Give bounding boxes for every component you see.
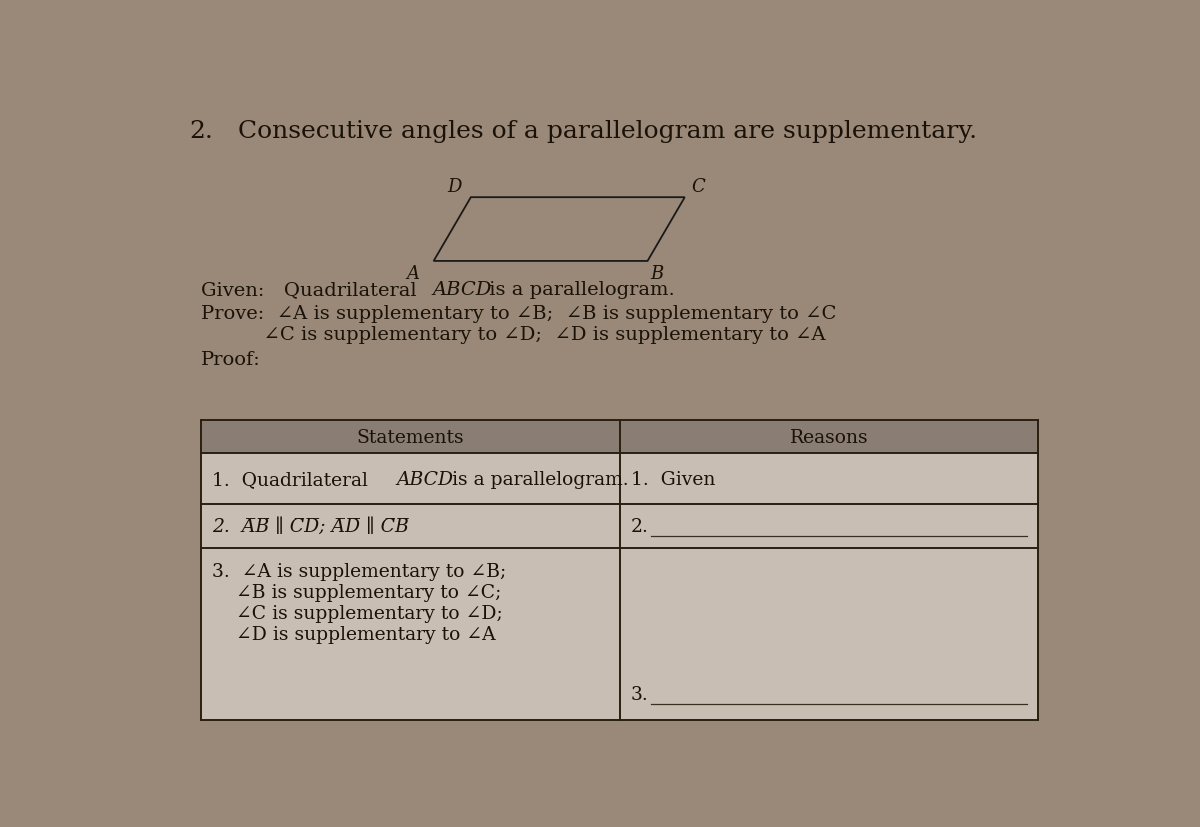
Text: Proof:: Proof:	[202, 350, 260, 368]
Text: A: A	[407, 265, 420, 283]
Text: ∠B is supplementary to ∠C;: ∠B is supplementary to ∠C;	[212, 583, 502, 601]
Text: Given: Quadrilateral: Given: Quadrilateral	[202, 280, 424, 299]
Text: ∠D is supplementary to ∠A: ∠D is supplementary to ∠A	[212, 625, 496, 643]
Text: 1.  Given: 1. Given	[631, 471, 715, 489]
Text: is a parallelogram.: is a parallelogram.	[445, 471, 629, 489]
Text: ∠C is supplementary to ∠D;  ∠D is supplementary to ∠A: ∠C is supplementary to ∠D; ∠D is supplem…	[202, 326, 826, 344]
Bar	[202, 421, 619, 454]
Text: Statements: Statements	[356, 428, 464, 447]
Text: Consecutive angles of a parallelogram are supplementary.: Consecutive angles of a parallelogram ar…	[239, 120, 978, 142]
Text: 2.  A̅B̅ ∥ C̅D̅; A̅D̅ ∥ C̅B̅: 2. A̅B̅ ∥ C̅D̅; A̅D̅ ∥ C̅B̅	[212, 518, 409, 536]
Text: 2.: 2.	[190, 120, 212, 142]
Text: D: D	[448, 178, 462, 196]
Bar	[202, 548, 1038, 720]
Bar	[619, 421, 1038, 454]
Text: 2.: 2.	[631, 518, 649, 536]
Text: ABCD: ABCD	[432, 280, 492, 299]
Text: is a parallelogram.: is a parallelogram.	[482, 280, 674, 299]
Text: B: B	[650, 265, 664, 283]
Text: 3.  ∠A is supplementary to ∠B;: 3. ∠A is supplementary to ∠B;	[212, 562, 506, 581]
Text: 3.: 3.	[631, 686, 648, 704]
Text: ∠C is supplementary to ∠D;: ∠C is supplementary to ∠D;	[212, 605, 503, 622]
Text: ABCD: ABCD	[396, 471, 454, 489]
Text: Reasons: Reasons	[790, 428, 869, 447]
Bar	[202, 504, 1038, 548]
Text: 1.  Quadrilateral: 1. Quadrilateral	[212, 471, 374, 489]
Text: C: C	[691, 178, 706, 196]
Text: Prove:  ∠A is supplementary to ∠B;  ∠B is supplementary to ∠C: Prove: ∠A is supplementary to ∠B; ∠B is …	[202, 305, 836, 323]
Bar	[202, 454, 1038, 504]
